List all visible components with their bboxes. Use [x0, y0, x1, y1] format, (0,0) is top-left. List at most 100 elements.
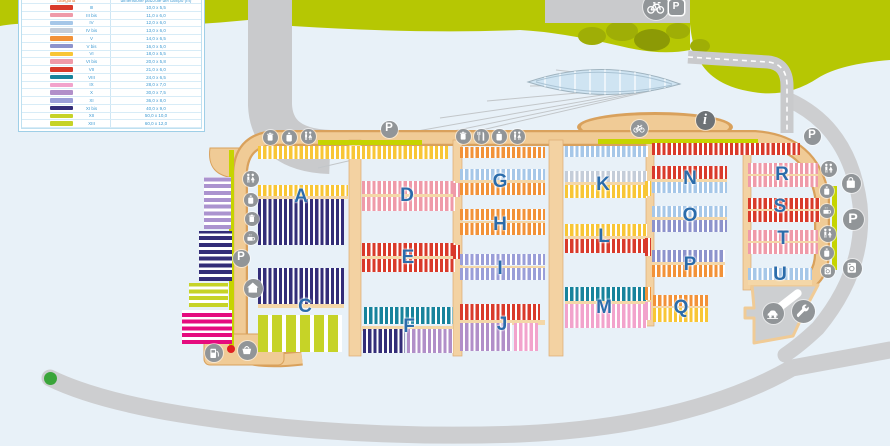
bottle-glyph: [283, 131, 295, 143]
wrench-icon[interactable]: [791, 299, 815, 323]
pitch-row: [652, 265, 725, 277]
laundry-icon[interactable]: [842, 258, 862, 278]
access-lane: [362, 194, 455, 199]
house-icon[interactable]: [243, 278, 263, 298]
legend-header-dimensions: dimensione piazzole del campo (m): [110, 0, 201, 3]
legend: categoria dimensione piazzole del campo …: [18, 0, 205, 132]
pitch-row: [652, 182, 727, 193]
access-lane: [460, 180, 545, 185]
section-label-D: D: [400, 185, 414, 206]
legend-category: V: [89, 35, 93, 41]
access-lane: [652, 179, 727, 184]
carservice-icon[interactable]: [762, 302, 784, 324]
wc-icon[interactable]: [243, 171, 259, 187]
legend-swatch: [50, 98, 73, 103]
cup-glyph: [821, 205, 832, 216]
laundry-icon[interactable]: [821, 264, 835, 278]
pitch-row: [204, 177, 231, 229]
entrance-dot: [43, 371, 57, 385]
legend-dimension: 24,0 x 6,5: [110, 73, 201, 81]
wc-icon[interactable]: [821, 161, 837, 177]
section-label-A: A: [294, 186, 308, 207]
section-label-L: L: [598, 226, 610, 247]
pitch-row: [199, 231, 232, 281]
bag-icon[interactable]: [841, 173, 861, 193]
pitch-row: [565, 239, 647, 253]
psign-icon[interactable]: P: [668, 0, 684, 15]
legend-swatch: [50, 36, 73, 41]
access-lane: [362, 256, 455, 261]
wc-icon[interactable]: [509, 128, 525, 144]
section-label-C: C: [298, 296, 312, 317]
pitch-row: [565, 224, 647, 236]
legend-dimension: 36,0 x 8,0: [110, 97, 201, 104]
legend-row: IX 28,0 x 7,0: [22, 80, 201, 89]
bottle-icon[interactable]: [820, 246, 834, 260]
legend-swatch: [50, 113, 73, 119]
pitch-row: [565, 287, 647, 301]
bottle-icon[interactable]: [244, 193, 258, 207]
legend-header: categoria dimensione piazzole del campo …: [22, 0, 201, 3]
section-label-J: J: [496, 314, 508, 335]
fuel-icon[interactable]: [205, 344, 223, 362]
legend-row: XIVfino a 100: [22, 127, 201, 128]
p-icon[interactable]: P: [380, 120, 398, 138]
legend-row: IV bis 13,0 x 6,0: [22, 26, 201, 34]
legend-dimension: 28,0 x 7,0: [110, 81, 201, 89]
legend-row: III 10,0 x 5,5: [22, 3, 201, 11]
pitch-row: [645, 287, 651, 300]
restaurant-icon[interactable]: [473, 128, 489, 144]
wc-icon[interactable]: [820, 226, 836, 242]
section-label-N: N: [683, 168, 697, 189]
p-icon[interactable]: P: [803, 127, 821, 145]
legend-category: IV: [89, 20, 94, 26]
pitch-row: [652, 220, 727, 232]
pitch-row: [258, 185, 348, 196]
bottle-icon[interactable]: [281, 129, 297, 145]
info-icon[interactable]: i: [695, 110, 715, 130]
marker-dot: [227, 345, 235, 353]
basket-glyph: [239, 342, 255, 358]
legend-category: VI bis: [85, 59, 98, 65]
bottle-glyph: [245, 194, 256, 205]
basket-icon[interactable]: [237, 340, 257, 360]
trash-icon[interactable]: [455, 128, 471, 144]
legend-category: IV bis: [85, 28, 98, 34]
legend-dimension: 16,0 x 5,0: [110, 42, 201, 50]
trash-glyph: [246, 213, 257, 224]
section-label-F: F: [403, 316, 415, 337]
house-glyph: [245, 280, 261, 296]
pitch-row: [460, 323, 512, 351]
trash-icon[interactable]: [262, 129, 278, 145]
p-icon[interactable]: P: [232, 249, 250, 267]
pitch-row: [460, 254, 545, 265]
cup-glyph: [245, 232, 256, 243]
legend-dimension: 13,0 x 6,0: [110, 27, 201, 34]
cup-icon[interactable]: [244, 231, 258, 245]
legend-swatch: [50, 121, 73, 126]
p-icon[interactable]: P: [842, 208, 864, 230]
restaurant-glyph: [475, 130, 487, 142]
trash-icon[interactable]: [245, 212, 259, 226]
legend-category: XI bis: [85, 105, 98, 111]
legend-dimension: 14,0 x 6,5: [110, 35, 201, 42]
bottle-icon[interactable]: [820, 184, 834, 198]
legend-row: XI bis 40,0 x 9,0: [22, 103, 201, 112]
legend-table: categoria dimensione piazzole del campo …: [21, 0, 202, 129]
legend-swatch: [50, 43, 73, 49]
bottle-icon[interactable]: [491, 128, 507, 144]
legend-category: V bis: [86, 43, 97, 49]
legend-row: VI 18,0 x 5,5: [22, 49, 201, 58]
bike-icon[interactable]: [630, 119, 648, 137]
cup-icon[interactable]: [820, 204, 834, 218]
legend-row: XIII 60,0 x 12,0: [22, 119, 201, 127]
legend-category: III: [89, 4, 94, 10]
pitch-row: [748, 230, 818, 241]
pitch-row: [652, 206, 727, 217]
bike-icon[interactable]: [643, 0, 669, 20]
section-label-T: T: [777, 228, 789, 249]
wc-icon[interactable]: [300, 128, 316, 144]
pitch-row: [189, 283, 228, 307]
pitch-row: [645, 302, 651, 320]
